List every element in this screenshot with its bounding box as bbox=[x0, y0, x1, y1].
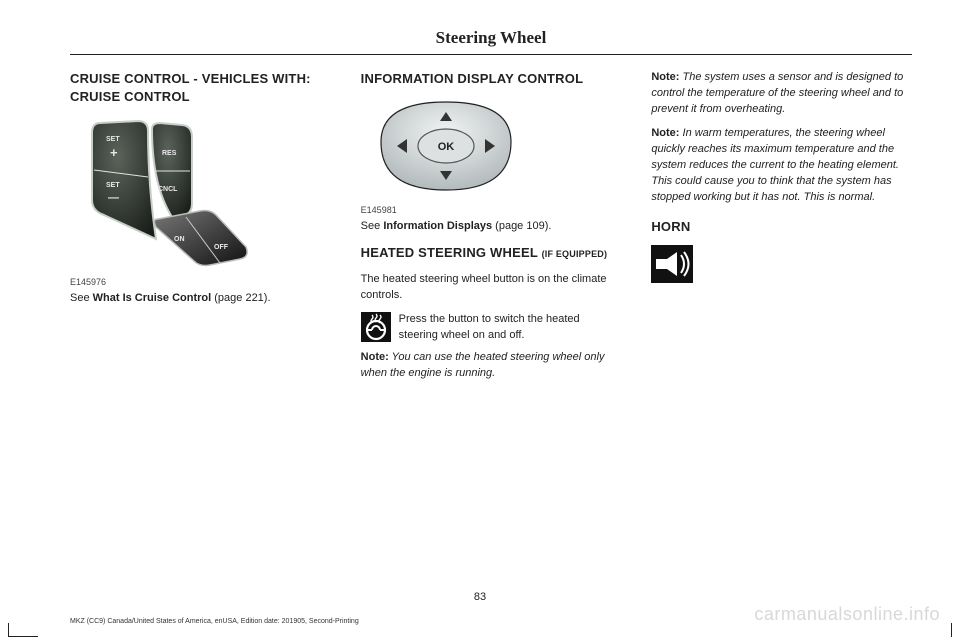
figure-info-display: OK E145981 bbox=[361, 98, 622, 215]
watermark: carmanualsonline.info bbox=[754, 604, 940, 625]
see-cruise-control: See What Is Cruise Control (page 221). bbox=[70, 291, 331, 307]
info-display-illustration: OK bbox=[361, 98, 531, 198]
see-prefix: See bbox=[70, 292, 93, 304]
column-1: CRUISE CONTROL - VEHICLES WITH: CRUISE C… bbox=[70, 70, 331, 390]
see-ref-info: Information Displays bbox=[383, 220, 492, 232]
crop-mark-right bbox=[950, 623, 952, 637]
heading-cruise-control: CRUISE CONTROL - VEHICLES WITH: CRUISE C… bbox=[70, 70, 331, 105]
column-3: Note: The system uses a sensor and is de… bbox=[651, 70, 912, 390]
heading-heated-wheel: HEATED STEERING WHEEL (IF EQUIPPED) bbox=[361, 244, 622, 262]
label-on: ON bbox=[174, 236, 185, 243]
columns: CRUISE CONTROL - VEHICLES WITH: CRUISE C… bbox=[70, 70, 912, 390]
see-prefix-2: See bbox=[361, 220, 384, 232]
footer-edition-line: MKZ (CC9) Canada/United States of Americ… bbox=[70, 618, 359, 625]
see-suffix: (page 221). bbox=[211, 292, 270, 304]
heading-info-display: INFORMATION DISPLAY CONTROL bbox=[361, 70, 622, 88]
note-body-2: The system uses a sensor and is designed… bbox=[651, 71, 903, 115]
horn-icon bbox=[651, 245, 693, 283]
page-number: 83 bbox=[0, 591, 960, 603]
page-title: Steering Wheel bbox=[70, 28, 912, 48]
note-lead-1: Note: bbox=[361, 351, 389, 363]
note-lead-3: Note: bbox=[651, 127, 679, 139]
header-rule bbox=[70, 54, 912, 55]
figure-label-e145976: E145976 bbox=[70, 277, 331, 287]
column-2: INFORMATION DISPLAY CONTROL bbox=[361, 70, 622, 390]
note-lead-2: Note: bbox=[651, 71, 679, 83]
heated-wheel-icon-row: Press the button to switch the heated st… bbox=[361, 312, 622, 344]
label-cncl: CNCL bbox=[158, 186, 178, 193]
note-warm-temps: Note: In warm temperatures, the steering… bbox=[651, 126, 912, 206]
heated-steering-wheel-icon bbox=[361, 312, 391, 342]
label-minus: — bbox=[108, 192, 119, 204]
see-ref-cruise: What Is Cruise Control bbox=[93, 292, 212, 304]
label-off: OFF bbox=[214, 244, 229, 251]
note-engine-running: Note: You can use the heated steering wh… bbox=[361, 350, 622, 382]
note-body-3: In warm temperatures, the steering wheel… bbox=[651, 127, 899, 203]
heated-wheel-desc: The heated steering wheel button is on t… bbox=[361, 272, 622, 304]
note-body-1: You can use the heated steering wheel on… bbox=[361, 351, 605, 379]
note-sensor: Note: The system uses a sensor and is de… bbox=[651, 70, 912, 118]
figure-label-e145981: E145981 bbox=[361, 205, 622, 215]
heading-horn: HORN bbox=[651, 218, 912, 236]
label-res: RES bbox=[162, 150, 177, 157]
heading-heated-wheel-main: HEATED STEERING WHEEL bbox=[361, 245, 542, 260]
heading-heated-wheel-sub: (IF EQUIPPED) bbox=[542, 249, 608, 259]
see-info-displays: See Information Displays (page 109). bbox=[361, 219, 622, 235]
ok-label: OK bbox=[437, 141, 454, 153]
label-plus: + bbox=[110, 145, 118, 160]
label-set-minus: SET bbox=[106, 182, 120, 189]
figure-cruise-control: SET + SET — RES CNCL ON OFF E145976 bbox=[70, 115, 331, 287]
label-set-plus: SET bbox=[106, 136, 120, 143]
see-suffix-2: (page 109). bbox=[492, 220, 551, 232]
heated-wheel-icon-text: Press the button to switch the heated st… bbox=[399, 312, 622, 344]
crop-mark-left bbox=[8, 623, 38, 637]
cruise-control-illustration: SET + SET — RES CNCL ON OFF bbox=[70, 115, 260, 270]
manual-page: Steering Wheel CRUISE CONTROL - VEHICLES… bbox=[0, 0, 960, 643]
